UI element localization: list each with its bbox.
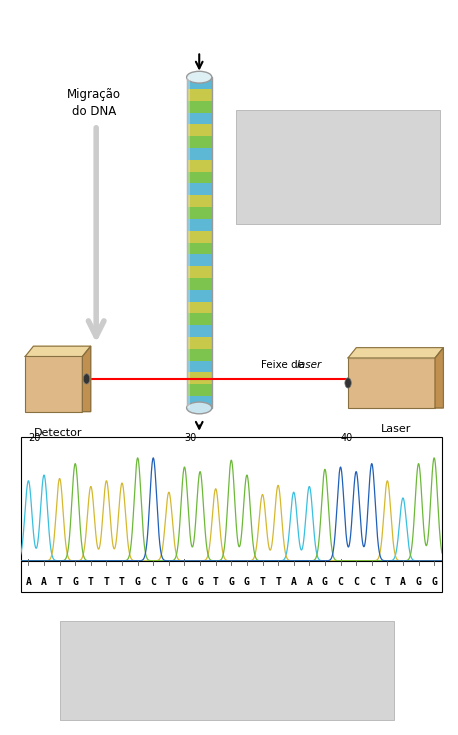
Text: Feixe de: Feixe de <box>262 360 308 370</box>
Bar <box>187 77 190 408</box>
Bar <box>187 124 212 136</box>
Text: 30: 30 <box>185 433 197 443</box>
Bar <box>187 396 212 408</box>
Bar <box>25 356 82 412</box>
Bar <box>187 77 212 408</box>
Text: T: T <box>166 578 172 587</box>
Bar <box>348 358 435 408</box>
FancyBboxPatch shape <box>236 110 440 224</box>
Text: A: A <box>400 578 406 587</box>
Bar <box>187 349 212 361</box>
Text: T: T <box>119 578 125 587</box>
Text: A: A <box>41 578 47 587</box>
Text: T: T <box>260 578 266 587</box>
Text: T: T <box>57 578 63 587</box>
Text: T: T <box>213 578 218 587</box>
Text: Migração
do DNA: Migração do DNA <box>67 87 121 118</box>
Bar <box>187 112 212 124</box>
Ellipse shape <box>187 71 212 83</box>
Text: G: G <box>244 578 250 587</box>
Text: G: G <box>431 578 437 587</box>
Bar <box>187 184 212 196</box>
Text: T: T <box>104 578 109 587</box>
Bar <box>187 77 212 89</box>
Polygon shape <box>82 346 91 412</box>
Text: C: C <box>353 578 359 587</box>
Bar <box>187 373 212 384</box>
Bar <box>187 89 212 101</box>
Text: T: T <box>88 578 94 587</box>
Text: A: A <box>291 578 297 587</box>
Text: 20: 20 <box>28 433 41 443</box>
Ellipse shape <box>187 402 212 414</box>
Text: Detector: Detector <box>34 428 82 438</box>
Bar <box>187 196 212 207</box>
Bar <box>187 172 212 184</box>
Bar <box>187 278 212 290</box>
Polygon shape <box>435 348 443 408</box>
Text: C: C <box>150 578 156 587</box>
Text: C: C <box>338 578 344 587</box>
Text: A: A <box>306 578 312 587</box>
Text: Resultados gerados pelo computador
após a migração das bandas e passagem
pelo de: Resultados gerados pelo computador após … <box>119 650 335 691</box>
Bar <box>187 136 212 148</box>
Text: G: G <box>181 578 187 587</box>
Bar <box>187 219 212 231</box>
Bar <box>187 160 212 172</box>
Text: G: G <box>197 578 203 587</box>
Text: G: G <box>322 578 328 587</box>
Bar <box>187 290 212 301</box>
Bar <box>187 325 212 337</box>
Bar <box>187 384 212 396</box>
Bar <box>187 231 212 243</box>
Bar <box>187 207 212 219</box>
Polygon shape <box>348 348 443 358</box>
Text: G: G <box>229 578 234 587</box>
Bar <box>187 101 212 112</box>
Polygon shape <box>25 346 91 356</box>
Bar <box>187 148 212 160</box>
Text: 40: 40 <box>341 433 353 443</box>
Bar <box>187 313 212 325</box>
Text: T: T <box>275 578 281 587</box>
Circle shape <box>345 378 351 388</box>
Bar <box>187 254 212 266</box>
Text: C: C <box>369 578 375 587</box>
Text: Segmentos marcados pelo
corante aplicados a um gel
de capilaridade e
submetidos : Segmentos marcados pelo corante aplicado… <box>267 140 409 194</box>
FancyBboxPatch shape <box>60 621 394 720</box>
Text: G: G <box>72 578 78 587</box>
Text: A: A <box>26 578 31 587</box>
Bar <box>187 361 212 373</box>
Bar <box>187 301 212 313</box>
Bar <box>21 437 442 592</box>
Text: G: G <box>415 578 421 587</box>
Circle shape <box>83 373 90 384</box>
Text: Laser: Laser <box>381 424 411 434</box>
Bar <box>187 266 212 278</box>
Bar <box>187 337 212 349</box>
Bar <box>187 243 212 254</box>
Text: laser: laser <box>297 360 322 370</box>
Text: G: G <box>135 578 141 587</box>
Text: T: T <box>384 578 390 587</box>
